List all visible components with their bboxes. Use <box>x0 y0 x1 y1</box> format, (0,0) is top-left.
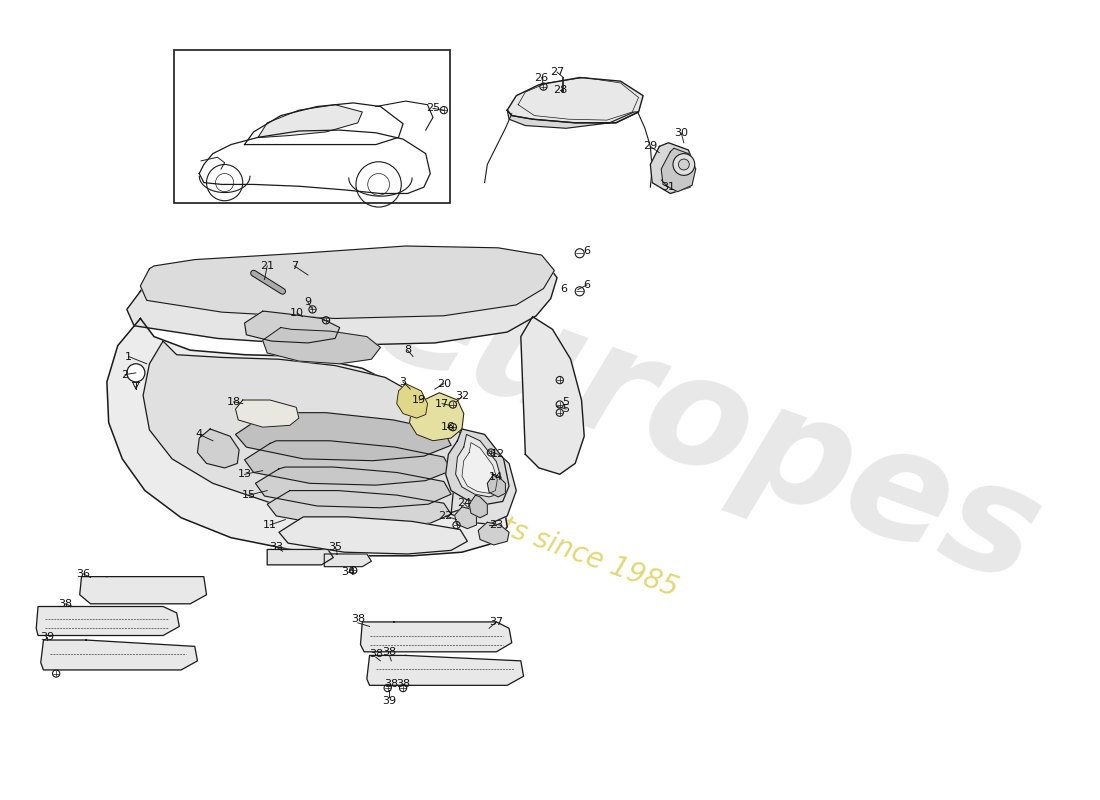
Text: 19: 19 <box>412 395 427 405</box>
Text: 33: 33 <box>270 542 284 552</box>
Polygon shape <box>235 400 299 427</box>
Polygon shape <box>650 142 695 194</box>
Circle shape <box>673 154 695 175</box>
Polygon shape <box>235 413 451 461</box>
Polygon shape <box>446 429 509 504</box>
Text: 12: 12 <box>491 450 505 459</box>
Polygon shape <box>141 246 554 318</box>
Text: 22: 22 <box>439 511 453 521</box>
Bar <box>174 50 450 202</box>
Polygon shape <box>478 522 509 545</box>
Text: 9: 9 <box>305 297 311 307</box>
Polygon shape <box>520 317 584 474</box>
Text: 6: 6 <box>583 246 591 255</box>
Polygon shape <box>143 341 485 519</box>
Polygon shape <box>462 442 497 494</box>
Polygon shape <box>198 429 239 468</box>
Polygon shape <box>324 554 372 566</box>
Polygon shape <box>661 148 695 192</box>
Text: 38: 38 <box>351 614 365 624</box>
Polygon shape <box>451 441 516 524</box>
Text: 32: 32 <box>455 391 469 402</box>
Text: 38: 38 <box>368 649 383 658</box>
Text: 24: 24 <box>456 498 471 508</box>
Text: 29: 29 <box>644 142 658 151</box>
Text: 21: 21 <box>260 261 274 271</box>
Text: 20: 20 <box>437 378 451 389</box>
Polygon shape <box>455 434 502 497</box>
Polygon shape <box>454 507 476 529</box>
Polygon shape <box>487 474 505 497</box>
Text: 6: 6 <box>560 285 566 294</box>
Text: 5: 5 <box>562 404 570 414</box>
Text: 13: 13 <box>238 470 252 479</box>
Text: 31: 31 <box>661 182 675 192</box>
Text: a passion for parts since 1985: a passion for parts since 1985 <box>278 433 682 602</box>
Polygon shape <box>267 550 333 565</box>
Text: europes: europes <box>354 238 1059 616</box>
Polygon shape <box>397 384 428 418</box>
Text: 39: 39 <box>383 696 396 706</box>
Text: 6: 6 <box>583 280 591 290</box>
Text: 17: 17 <box>434 398 449 409</box>
Text: 39: 39 <box>40 632 54 642</box>
Text: 38: 38 <box>396 678 410 689</box>
Text: 2: 2 <box>121 370 129 380</box>
Text: 10: 10 <box>290 308 304 318</box>
Polygon shape <box>258 105 362 138</box>
Text: 1: 1 <box>125 351 132 362</box>
Polygon shape <box>507 110 639 128</box>
Text: 3: 3 <box>399 377 407 387</box>
Text: 26: 26 <box>535 73 549 82</box>
Text: 4: 4 <box>196 430 202 439</box>
Text: 34: 34 <box>342 567 355 577</box>
Polygon shape <box>244 441 451 485</box>
Text: 38: 38 <box>383 647 396 657</box>
Polygon shape <box>79 577 207 604</box>
Text: 14: 14 <box>490 472 504 482</box>
Text: 5: 5 <box>562 397 570 407</box>
Text: 35: 35 <box>328 542 342 552</box>
Text: 27: 27 <box>550 67 564 77</box>
Text: 8: 8 <box>404 345 411 355</box>
Polygon shape <box>507 78 644 123</box>
Text: 28: 28 <box>552 86 567 95</box>
Text: 11: 11 <box>263 520 277 530</box>
Circle shape <box>575 249 584 258</box>
Text: 38: 38 <box>58 599 73 609</box>
Circle shape <box>126 364 145 382</box>
Circle shape <box>575 286 584 296</box>
Polygon shape <box>255 467 451 508</box>
Text: 23: 23 <box>490 520 504 530</box>
Polygon shape <box>126 248 557 346</box>
Text: 38: 38 <box>384 678 398 689</box>
Polygon shape <box>36 606 179 635</box>
Text: 16: 16 <box>440 422 454 432</box>
Polygon shape <box>361 622 512 652</box>
Polygon shape <box>470 495 487 518</box>
Text: 30: 30 <box>674 128 689 138</box>
Polygon shape <box>279 517 468 554</box>
Polygon shape <box>244 311 340 343</box>
Polygon shape <box>366 655 524 686</box>
Polygon shape <box>409 393 464 441</box>
Text: 25: 25 <box>426 103 440 114</box>
Text: 36: 36 <box>76 569 90 579</box>
Polygon shape <box>267 490 451 527</box>
Text: 15: 15 <box>242 490 256 500</box>
Circle shape <box>679 159 690 170</box>
Polygon shape <box>107 318 507 556</box>
Polygon shape <box>263 327 381 364</box>
Text: 7: 7 <box>290 261 298 271</box>
Text: 18: 18 <box>227 397 241 407</box>
Text: 37: 37 <box>490 617 504 627</box>
Polygon shape <box>41 640 198 670</box>
